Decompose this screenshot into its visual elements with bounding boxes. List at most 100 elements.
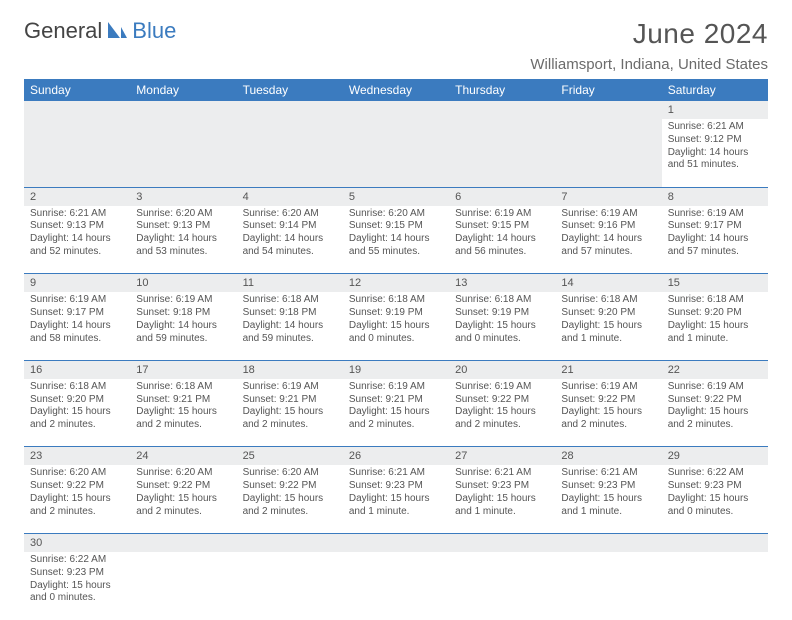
day-number: 3 (136, 191, 142, 203)
sunrise-text: Sunrise: 6:21 AM (455, 467, 549, 480)
day-number-cell (130, 101, 236, 119)
daylight-text: Daylight: 14 hours and 57 minutes. (561, 233, 655, 259)
day-cell: Sunrise: 6:19 AMSunset: 9:22 PMDaylight:… (662, 379, 768, 447)
day-cell: Sunrise: 6:19 AMSunset: 9:15 PMDaylight:… (449, 206, 555, 274)
day-cell (555, 552, 661, 620)
daylight-text: Daylight: 15 hours and 1 minute. (455, 493, 549, 519)
day-cell: Sunrise: 6:19 AMSunset: 9:17 PMDaylight:… (24, 292, 130, 360)
daylight-text: Daylight: 14 hours and 55 minutes. (349, 233, 443, 259)
sunset-text: Sunset: 9:22 PM (30, 480, 124, 493)
daylight-text: Daylight: 15 hours and 1 minute. (561, 493, 655, 519)
sunrise-text: Sunrise: 6:22 AM (30, 554, 124, 567)
daylight-text: Daylight: 15 hours and 2 minutes. (243, 406, 337, 432)
sunrise-text: Sunrise: 6:19 AM (455, 208, 549, 221)
sunset-text: Sunset: 9:15 PM (349, 220, 443, 233)
day-number: 2 (30, 191, 36, 203)
day-number-cell (662, 533, 768, 552)
sunrise-text: Sunrise: 6:20 AM (136, 208, 230, 221)
day-number-cell: 1 (662, 101, 768, 119)
daylight-text: Daylight: 15 hours and 2 minutes. (136, 406, 230, 432)
day-number: 1 (668, 104, 674, 116)
week-row: Sunrise: 6:22 AMSunset: 9:23 PMDaylight:… (24, 552, 768, 620)
day-cell: Sunrise: 6:18 AMSunset: 9:19 PMDaylight:… (343, 292, 449, 360)
day-number-cell: 12 (343, 274, 449, 293)
daylight-text: Daylight: 14 hours and 53 minutes. (136, 233, 230, 259)
day-number: 10 (136, 277, 148, 289)
day-number: 11 (243, 277, 254, 289)
sunrise-text: Sunrise: 6:18 AM (136, 381, 230, 394)
sunset-text: Sunset: 9:14 PM (243, 220, 337, 233)
day-number: 27 (455, 450, 467, 462)
day-cell: Sunrise: 6:20 AMSunset: 9:22 PMDaylight:… (237, 465, 343, 533)
sunset-text: Sunset: 9:23 PM (30, 567, 124, 580)
day-cell (237, 552, 343, 620)
sunrise-text: Sunrise: 6:20 AM (243, 208, 337, 221)
daylight-text: Daylight: 14 hours and 56 minutes. (455, 233, 549, 259)
daylight-text: Daylight: 15 hours and 0 minutes. (455, 320, 549, 346)
day-number-cell: 23 (24, 447, 130, 466)
daylight-text: Daylight: 15 hours and 1 minute. (561, 320, 655, 346)
sail-icon (106, 20, 128, 43)
sunrise-text: Sunrise: 6:18 AM (668, 294, 762, 307)
day-cell: Sunrise: 6:20 AMSunset: 9:22 PMDaylight:… (24, 465, 130, 533)
day-number: 30 (30, 537, 42, 549)
day-number-cell: 15 (662, 274, 768, 293)
day-number-cell (449, 101, 555, 119)
day-cell: Sunrise: 6:21 AMSunset: 9:23 PMDaylight:… (449, 465, 555, 533)
day-number-cell (449, 533, 555, 552)
daylight-text: Daylight: 14 hours and 57 minutes. (668, 233, 762, 259)
sunset-text: Sunset: 9:22 PM (668, 394, 762, 407)
daylight-text: Daylight: 14 hours and 51 minutes. (668, 147, 762, 173)
day-cell: Sunrise: 6:19 AMSunset: 9:21 PMDaylight:… (343, 379, 449, 447)
sunrise-text: Sunrise: 6:21 AM (349, 467, 443, 480)
weekday-header: Saturday (662, 79, 768, 101)
daylight-text: Daylight: 15 hours and 2 minutes. (668, 406, 762, 432)
sunrise-text: Sunrise: 6:18 AM (349, 294, 443, 307)
sunrise-text: Sunrise: 6:19 AM (349, 381, 443, 394)
sunrise-text: Sunrise: 6:19 AM (243, 381, 337, 394)
sunrise-text: Sunrise: 6:21 AM (668, 121, 762, 134)
day-number: 6 (455, 191, 461, 203)
sunset-text: Sunset: 9:23 PM (349, 480, 443, 493)
sunset-text: Sunset: 9:18 PM (243, 307, 337, 320)
day-number-cell: 24 (130, 447, 236, 466)
sunrise-text: Sunrise: 6:19 AM (136, 294, 230, 307)
day-number: 13 (455, 277, 467, 289)
sunrise-text: Sunrise: 6:18 AM (243, 294, 337, 307)
day-number: 19 (349, 364, 361, 376)
brand-text-a: General (24, 18, 102, 44)
day-number: 12 (349, 277, 361, 289)
sunrise-text: Sunrise: 6:22 AM (668, 467, 762, 480)
day-number: 15 (668, 277, 680, 289)
header: General Blue June 2024 (24, 18, 768, 50)
day-cell: Sunrise: 6:18 AMSunset: 9:18 PMDaylight:… (237, 292, 343, 360)
day-cell: Sunrise: 6:18 AMSunset: 9:19 PMDaylight:… (449, 292, 555, 360)
daylight-text: Daylight: 14 hours and 59 minutes. (136, 320, 230, 346)
calendar-table: Sunday Monday Tuesday Wednesday Thursday… (24, 79, 768, 620)
weekday-header: Wednesday (343, 79, 449, 101)
daylight-text: Daylight: 15 hours and 1 minute. (349, 493, 443, 519)
weekday-header-row: Sunday Monday Tuesday Wednesday Thursday… (24, 79, 768, 101)
day-cell: Sunrise: 6:22 AMSunset: 9:23 PMDaylight:… (24, 552, 130, 620)
sunset-text: Sunset: 9:23 PM (668, 480, 762, 493)
brand-text-b: Blue (132, 18, 176, 44)
sunrise-text: Sunrise: 6:18 AM (455, 294, 549, 307)
title-block: June 2024 (633, 18, 768, 50)
daylight-text: Daylight: 15 hours and 0 minutes. (30, 580, 124, 606)
day-number-cell (237, 533, 343, 552)
sunset-text: Sunset: 9:13 PM (30, 220, 124, 233)
sunrise-text: Sunrise: 6:19 AM (668, 381, 762, 394)
sunrise-text: Sunrise: 6:19 AM (561, 208, 655, 221)
day-number: 21 (561, 364, 573, 376)
sunset-text: Sunset: 9:17 PM (30, 307, 124, 320)
sunrise-text: Sunrise: 6:20 AM (136, 467, 230, 480)
day-cell: Sunrise: 6:18 AMSunset: 9:20 PMDaylight:… (24, 379, 130, 447)
day-number-cell: 20 (449, 360, 555, 379)
sunset-text: Sunset: 9:15 PM (455, 220, 549, 233)
brand-logo: General Blue (24, 18, 176, 44)
day-number: 14 (561, 277, 573, 289)
day-number-cell: 19 (343, 360, 449, 379)
day-number: 23 (30, 450, 42, 462)
week-row: Sunrise: 6:19 AM Sunset: 9:17 PM Daylight:… (24, 292, 768, 360)
sunset-text: Sunset: 9:19 PM (349, 307, 443, 320)
